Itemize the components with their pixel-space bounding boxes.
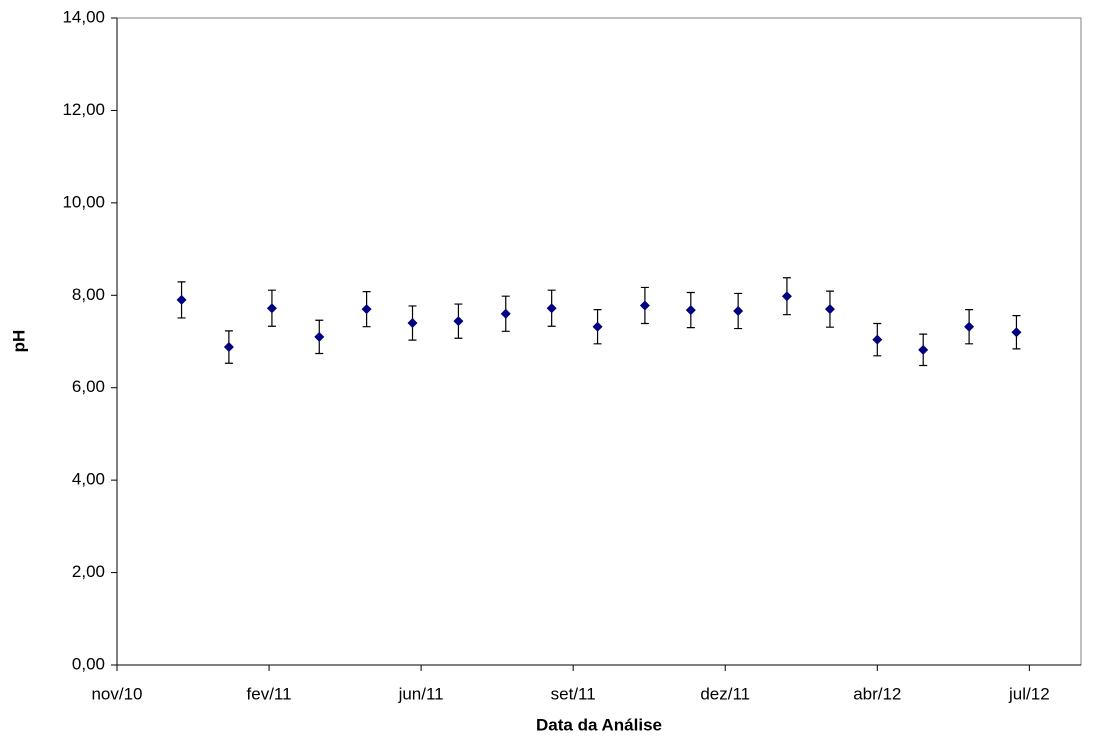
marker	[1011, 327, 1022, 338]
y-tick-label: 4,00	[72, 470, 105, 489]
marker	[872, 334, 883, 345]
y-tick-label: 2,00	[72, 562, 105, 581]
x-tick-label: set/11	[551, 684, 596, 703]
y-tick-label: 8,00	[72, 285, 105, 304]
marker	[407, 318, 418, 329]
x-tick-label: fev/11	[247, 684, 292, 703]
marker	[500, 308, 511, 319]
marker	[964, 321, 975, 332]
marker	[781, 291, 792, 302]
marker	[266, 303, 277, 314]
marker	[546, 303, 557, 314]
marker	[223, 342, 234, 353]
y-tick-label: 0,00	[72, 654, 105, 673]
marker	[592, 321, 603, 332]
marker	[314, 331, 325, 342]
marker	[685, 305, 696, 316]
y-tick-label: 12,00	[62, 100, 105, 119]
plot-frame	[116, 17, 1082, 666]
marker	[176, 294, 187, 305]
marker	[453, 316, 464, 327]
x-tick-label: nov/10	[91, 684, 142, 703]
x-tick-label: jul/12	[1008, 684, 1050, 703]
x-tick-label: jun/11	[398, 684, 444, 703]
marker	[918, 344, 929, 355]
y-tick-label: 6,00	[72, 377, 105, 396]
marker	[824, 304, 835, 315]
x-tick-label: abr/12	[853, 684, 901, 703]
x-tick-label: dez/11	[700, 684, 750, 703]
marker	[361, 304, 372, 315]
marker	[639, 300, 650, 311]
x-axis-title: Data da Análise	[536, 715, 662, 734]
marker	[733, 305, 744, 316]
y-axis-title: pH	[9, 330, 28, 353]
y-tick-label: 10,00	[62, 192, 105, 211]
y-tick-label: 14,00	[62, 7, 105, 26]
